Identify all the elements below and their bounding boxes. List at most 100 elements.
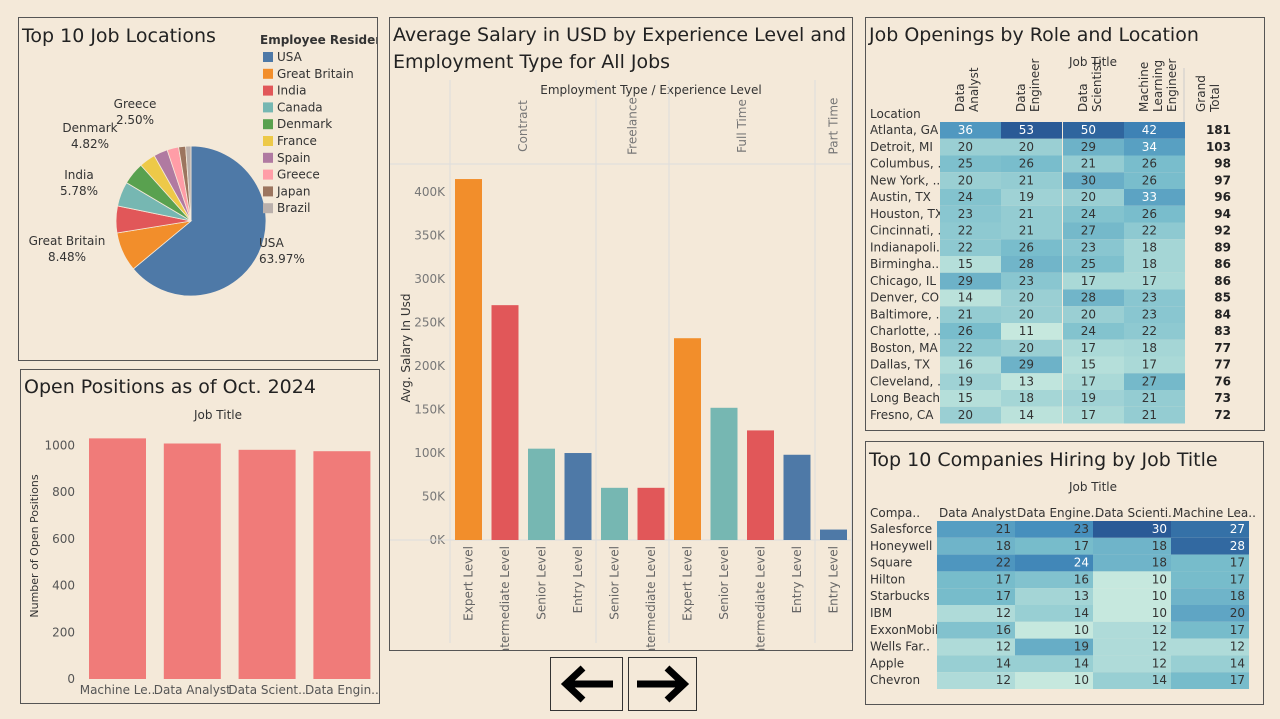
cell-value: 22	[958, 341, 973, 355]
back-button[interactable]	[550, 657, 623, 711]
cell-value: 18	[996, 539, 1011, 553]
heatmap-cell	[1124, 373, 1185, 390]
cell-value: 14	[1230, 656, 1245, 670]
openings-panel: Job Openings by Role and Location Job Ti…	[865, 17, 1265, 431]
y-tick-label: 800	[52, 485, 75, 499]
heatmap-cell	[1015, 554, 1093, 572]
column-label: Data	[1014, 83, 1028, 112]
heatmap-cell	[1124, 172, 1185, 189]
heatmap-cell	[1171, 621, 1249, 639]
cell-value: 18	[1152, 556, 1167, 570]
heatmap-cell	[1001, 138, 1062, 156]
heatmap-cell	[1124, 339, 1185, 357]
cell-value: 10	[1152, 606, 1167, 620]
cell-value: 17	[1230, 572, 1245, 586]
row-label: Fresno, CA	[870, 408, 934, 422]
cell-value: 20	[958, 408, 973, 422]
heatmap-cell	[1001, 189, 1062, 206]
cell-value: 16	[1074, 572, 1089, 586]
cell-value: 12	[996, 606, 1011, 620]
heatmap-cell	[1015, 605, 1093, 622]
cell-value: 13	[1074, 589, 1089, 603]
heatmap-cell	[1001, 256, 1062, 273]
cell-value: 13	[1019, 374, 1034, 388]
cell-value: 22	[958, 240, 973, 254]
row-label: Long Beach..	[870, 391, 948, 405]
pie-slice-label: 8.48%	[48, 250, 86, 264]
heatmap-cell	[1015, 638, 1093, 656]
cell-value: 18	[1142, 257, 1157, 271]
bar	[710, 407, 738, 540]
heatmap-cell	[1124, 406, 1185, 424]
cell-value: 29	[1019, 358, 1034, 372]
cell-value: 23	[1142, 307, 1157, 321]
bar	[455, 179, 482, 540]
heatmap-cell	[1093, 554, 1171, 572]
cell-value: 17	[1142, 358, 1157, 372]
open-positions-panel: Open Positions as of Oct. 2024 Job Title…	[20, 369, 380, 704]
group-label: Full Time	[735, 99, 749, 153]
heatmap-cell	[1093, 621, 1171, 639]
cell-value: 10	[1152, 572, 1167, 586]
cell-value: 18	[1019, 391, 1034, 405]
legend-swatch	[263, 203, 273, 214]
x-tick-label: Senior Level	[717, 546, 731, 620]
x-tick-label: Entry Level	[790, 546, 804, 613]
heatmap-cell	[1171, 588, 1249, 605]
heatmap-cell	[1001, 406, 1062, 424]
pie-slice-name: Denmark	[62, 121, 117, 135]
row-label: Houston, TX	[870, 207, 943, 221]
y-tick-label: 150K	[414, 403, 446, 417]
heatmap-cell	[1124, 306, 1185, 323]
companies-title: Top 10 Companies Hiring by Job Title	[869, 449, 1218, 471]
pie-slice-label: 4.82%	[71, 137, 109, 151]
x-tick-label: Expert Level	[462, 546, 476, 621]
cell-value: 20	[1081, 307, 1096, 321]
heatmap-cell	[940, 205, 1001, 223]
row-total: 76	[1214, 374, 1231, 388]
column-label: Data Scienti..	[1095, 506, 1176, 520]
cell-value: 14	[1074, 656, 1089, 670]
row-total: 77	[1214, 341, 1231, 355]
row-label: Chevron	[870, 673, 920, 687]
cell-value: 30	[1152, 522, 1167, 536]
arrow-left-icon	[560, 665, 613, 703]
cell-value: 26	[1019, 240, 1034, 254]
heatmap-cell	[1063, 138, 1124, 156]
x-tick-label: Senior Level	[535, 546, 549, 620]
legend-item: France	[277, 134, 317, 148]
pie-panel: Top 10 Job Locations USA 63.97% Great Brit…	[18, 17, 378, 361]
legend-swatch	[263, 102, 273, 113]
row-total: 89	[1214, 240, 1231, 254]
cell-value: 20	[1019, 291, 1034, 305]
heatmap-cell	[1063, 306, 1124, 323]
salary-title-line1: Average Salary in USD by Experience Leve…	[393, 24, 847, 46]
cell-value: 28	[1230, 539, 1245, 553]
row-total: 96	[1214, 190, 1231, 204]
cell-value: 18	[1142, 240, 1157, 254]
heatmap-cell	[1001, 373, 1062, 390]
row-total: 98	[1214, 157, 1231, 171]
cell-value: 18	[1142, 341, 1157, 355]
cell-value: 14	[1019, 408, 1034, 422]
legend-swatch	[263, 136, 273, 146]
next-button[interactable]	[628, 657, 697, 711]
y-tick-label: 350K	[414, 229, 446, 243]
heatmap-cell	[937, 605, 1015, 622]
cell-value: 23	[1019, 274, 1034, 288]
heatmap-cell	[940, 138, 1001, 156]
legend-item: Canada	[277, 100, 323, 114]
heatmap-cell	[1015, 588, 1093, 605]
row-label: Detroit, MI	[870, 140, 933, 154]
cell-value: 17	[1230, 673, 1245, 687]
heatmap-cell	[937, 554, 1015, 572]
pie-slice	[185, 145, 192, 222]
cell-value: 23	[1081, 240, 1096, 254]
heatmap-cell	[940, 406, 1001, 424]
cell-value: 18	[1230, 589, 1245, 603]
cell-value: 34	[1142, 140, 1157, 154]
heatmap-cell	[1093, 537, 1171, 555]
cell-value: 12	[1152, 640, 1167, 654]
cell-value: 21	[1142, 391, 1157, 405]
legend-title: Employee Residen..	[260, 33, 377, 47]
